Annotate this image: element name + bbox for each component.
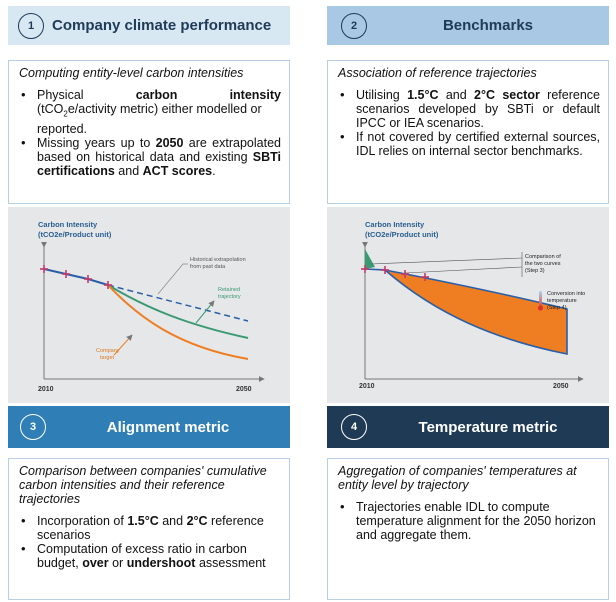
bullet-item: Physical carbon intensity (tCO2e/activit… [19,88,281,136]
bullet-item: If not covered by certified external sou… [338,130,600,158]
bullet-item: Incorporation of 1.5°C and 2°C reference… [19,514,281,542]
text-span: If not covered by certified external sou… [356,130,600,158]
annotation-conversion: (Step 4) [547,305,567,311]
annotation-retained: trajectory [218,294,241,300]
header-temperature-metric: 4 Temperature metric [327,406,609,448]
historical-gap-area [365,249,375,269]
text-span: Missing years up to [37,135,151,150]
company-trajectory-illustration: Carbon Intensity (tCO2e/Product unit) 20… [8,207,290,403]
retained-trajectory-curve [107,284,249,339]
text-bold: 2°C sector [474,88,540,102]
data-point-markers [361,265,429,281]
annotation-company: target [100,355,115,361]
section-title: Temperature metric [418,418,558,436]
x-tick-start: 2010 [38,386,54,393]
excess-area-between-curves [382,268,568,355]
x-tick-end: 2050 [553,383,569,390]
text-span: . [212,163,216,178]
section-title: Alignment metric [106,418,230,436]
text-span: and [118,163,140,178]
callout-line [157,263,188,295]
bullet-item: Computation of excess ratio in carbon bu… [19,542,281,570]
annotation-comparison: Comparison of [525,254,561,260]
callout-line [370,257,523,265]
section-title: Company climate performance [52,17,272,34]
step-number-badge: 2 [341,12,367,39]
text-span: Utilising [356,88,400,102]
subscript: 2 [63,109,68,119]
text-bold: SBTi certifications [37,149,281,178]
y-axis-label-2: (tCO2e/Product unit) [38,230,112,239]
box-subtitle: Comparison between companies' cumulative… [19,464,267,506]
step-number-badge: 1 [18,12,44,39]
callout-line [404,266,523,274]
text-span: reference scenarios developed by SBTi or… [356,88,600,130]
step-number-badge: 4 [341,414,367,440]
box-subtitle: Aggregation of companies' temperatures a… [338,464,577,492]
section-title: Benchmarks [442,17,534,34]
bullet-item: Utilising 1.5°C and 2°C sector reference… [338,88,600,130]
text-bold: undershoot [126,556,196,570]
text-span: are extrapolated based on historical dat… [37,135,281,164]
data-point-markers [40,265,112,289]
temperature-metric-box: Aggregation of companies' temperatures a… [327,458,609,600]
annotation-conversion: temperature [547,298,577,304]
bullet-item: Missing years up to 2050 are extrapolate… [19,136,281,178]
text-bold: over [82,556,109,570]
historical-line [43,268,109,286]
text-span: assessment [198,556,266,570]
annotation-company: Company [96,348,120,354]
text-span: Trajectories enable IDL to compute tempe… [356,500,596,542]
company-climate-performance-box: Computing entity-level carbon intensitie… [8,60,290,204]
text-bold: ACT scores [142,163,213,178]
text-bold: 2°C [186,514,208,528]
y-axis-label-1: Carbon Intensity [38,220,98,229]
text-span: (tCO [37,102,64,116]
text-span: and [445,88,467,102]
text-span: and [162,514,184,528]
header-alignment-metric: 3 Alignment metric [8,406,290,448]
benchmark-comparison-illustration: Carbon Intensity (tCO2e/Product unit) 20… [327,207,609,403]
annotation-conversion: Conversion into [547,291,585,297]
y-axis-label-1: Carbon Intensity [365,220,425,229]
text-span: e/activity metric) either modelled or re… [37,102,262,136]
thermometer-icon [537,291,544,311]
text-bold: 1.5°C [407,88,439,102]
text-span: reference scenarios [37,514,264,542]
text-span: or [112,556,124,570]
text-span: Incorporation of [37,514,124,528]
text-bold: 1.5°C [127,514,159,528]
callout-arrow [113,334,133,356]
text-bold: intensity [229,88,281,102]
annotation-comparison: the two curves [525,261,561,267]
annotation-historical: from past data [190,264,226,270]
step-number-badge: 3 [20,414,46,440]
text-span: Physical [37,88,84,102]
header-benchmarks: 2 Benchmarks [327,6,609,45]
y-axis-label-2: (tCO2e/Product unit) [365,230,439,239]
text-span: Computation of excess ratio in carbon bu… [37,542,247,570]
header-company-climate-performance: 1 Company climate performance [8,6,290,45]
box-subtitle: Association of reference trajectories [338,66,537,80]
text-bold: carbon [135,88,178,102]
box-subtitle: Computing entity-level carbon intensitie… [19,66,244,80]
historical-extrapolation-line [107,284,249,322]
benchmarks-box: Association of reference trajectories Ut… [327,60,609,204]
bullet-item: Trajectories enable IDL to compute tempe… [338,500,600,542]
alignment-metric-box: Comparison between companies' cumulative… [8,458,290,600]
annotation-retained: Retained [218,287,240,293]
x-tick-end: 2050 [236,386,252,393]
annotation-historical: Historical extrapolation [190,257,246,263]
callout-arrow [195,300,215,324]
x-tick-start: 2010 [359,383,375,390]
text-bold: 2050 [155,135,184,150]
annotation-comparison: (Step 3) [525,268,545,274]
company-target-curve [107,284,249,360]
